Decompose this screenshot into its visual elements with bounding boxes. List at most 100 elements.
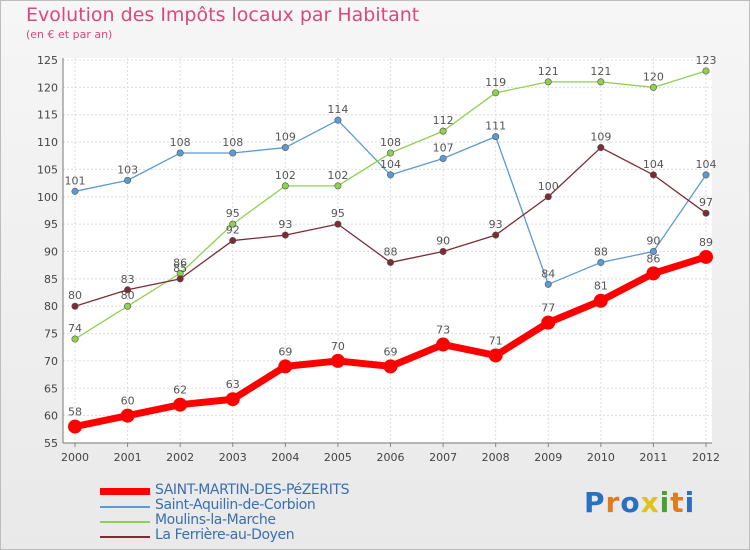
data-point bbox=[492, 133, 500, 141]
y-tick-label: 80 bbox=[44, 300, 58, 313]
data-point bbox=[492, 231, 500, 239]
data-point bbox=[544, 193, 552, 201]
x-tick-label: 2007 bbox=[429, 451, 457, 464]
data-label: 112 bbox=[433, 114, 454, 127]
brand-letter: i bbox=[684, 486, 696, 519]
y-tick-label: 125 bbox=[37, 54, 58, 67]
data-label: 101 bbox=[65, 174, 86, 187]
x-tick-label: 2002 bbox=[166, 451, 194, 464]
data-point bbox=[544, 78, 552, 86]
data-label: 109 bbox=[590, 131, 611, 144]
data-label: 81 bbox=[594, 280, 608, 293]
data-point bbox=[334, 220, 342, 228]
data-label: 108 bbox=[170, 136, 191, 149]
data-point bbox=[593, 293, 608, 308]
x-tick-label: 2009 bbox=[534, 451, 562, 464]
data-label: 88 bbox=[594, 245, 608, 258]
chart-title: Evolution des Impôts locaux par Habitant bbox=[26, 4, 420, 26]
data-point bbox=[544, 280, 552, 288]
data-label: 70 bbox=[331, 340, 345, 353]
data-label: 93 bbox=[278, 218, 292, 231]
legend-label: La Ferrière-au-Doyen bbox=[155, 527, 295, 543]
data-point bbox=[649, 248, 657, 256]
data-point bbox=[649, 83, 657, 91]
data-point bbox=[176, 275, 184, 283]
data-label: 86 bbox=[646, 252, 660, 265]
data-label: 97 bbox=[699, 196, 713, 209]
data-label: 104 bbox=[696, 158, 717, 171]
data-label: 71 bbox=[489, 334, 503, 347]
y-tick-label: 120 bbox=[37, 81, 58, 94]
legend-label: Saint-Aquilin-de-Corbion bbox=[155, 497, 316, 513]
x-tick-label: 2011 bbox=[639, 451, 667, 464]
brand-letter: x bbox=[640, 486, 660, 519]
data-label: 80 bbox=[68, 289, 82, 302]
data-point bbox=[597, 144, 605, 152]
data-point bbox=[492, 89, 500, 97]
y-tick-label: 60 bbox=[44, 410, 58, 423]
brand-letter: o bbox=[620, 486, 641, 519]
data-label: 88 bbox=[384, 245, 398, 258]
brand-letter: P bbox=[584, 486, 606, 519]
plot-area bbox=[63, 58, 712, 443]
data-label: 108 bbox=[222, 136, 243, 149]
brand-letter: r bbox=[605, 486, 621, 519]
data-point bbox=[541, 315, 556, 330]
data-label: 95 bbox=[331, 207, 345, 220]
data-label: 107 bbox=[433, 141, 454, 154]
data-point bbox=[68, 419, 82, 434]
data-point bbox=[439, 154, 447, 162]
y-tick-label: 70 bbox=[44, 355, 58, 368]
data-label: 60 bbox=[121, 395, 135, 408]
data-label: 104 bbox=[380, 158, 401, 171]
brand-logo: Proxiti bbox=[584, 486, 695, 519]
y-tick-label: 65 bbox=[44, 382, 58, 395]
data-point bbox=[229, 237, 237, 245]
data-label: 83 bbox=[121, 273, 135, 286]
x-tick-label: 2005 bbox=[324, 451, 352, 464]
data-label: 111 bbox=[485, 120, 506, 133]
data-point bbox=[281, 231, 289, 239]
data-label: 102 bbox=[275, 169, 296, 182]
x-tick-label: 2000 bbox=[61, 451, 89, 464]
data-label: 90 bbox=[646, 235, 660, 248]
y-tick-label: 110 bbox=[37, 136, 58, 149]
y-tick-label: 55 bbox=[44, 437, 58, 450]
data-point bbox=[124, 286, 132, 294]
legend-swatch bbox=[100, 521, 150, 523]
data-point bbox=[176, 149, 184, 157]
legend-label: Moulins-la-Marche bbox=[155, 512, 276, 528]
data-point bbox=[120, 408, 135, 423]
data-point bbox=[699, 249, 713, 264]
data-point bbox=[334, 182, 342, 190]
y-tick-label: 75 bbox=[44, 328, 58, 341]
data-label: 114 bbox=[327, 103, 348, 116]
legend-label: SAINT-MARTIN-DES-PéZERITS bbox=[155, 482, 350, 498]
data-label: 73 bbox=[436, 324, 450, 337]
data-label: 77 bbox=[541, 302, 555, 315]
data-point bbox=[597, 258, 605, 266]
data-label: 90 bbox=[436, 235, 450, 248]
data-label: 103 bbox=[117, 163, 138, 176]
data-point bbox=[386, 258, 394, 266]
data-point bbox=[124, 302, 132, 310]
data-point bbox=[281, 182, 289, 190]
data-point bbox=[71, 302, 79, 310]
data-point bbox=[597, 78, 605, 86]
data-label: 69 bbox=[278, 345, 292, 358]
data-label: 108 bbox=[380, 136, 401, 149]
data-label: 109 bbox=[275, 131, 296, 144]
y-tick-label: 90 bbox=[44, 246, 58, 259]
y-tick-label: 95 bbox=[44, 218, 58, 231]
data-point bbox=[330, 353, 345, 368]
data-point bbox=[71, 187, 79, 195]
data-label: 119 bbox=[485, 76, 506, 89]
data-point bbox=[124, 176, 132, 184]
data-label: 62 bbox=[173, 384, 187, 397]
data-label: 95 bbox=[226, 207, 240, 220]
data-label: 74 bbox=[68, 322, 82, 335]
data-point bbox=[646, 266, 661, 281]
brand-letter: t bbox=[670, 486, 685, 519]
data-point bbox=[281, 144, 289, 152]
y-tick-label: 85 bbox=[44, 273, 58, 286]
